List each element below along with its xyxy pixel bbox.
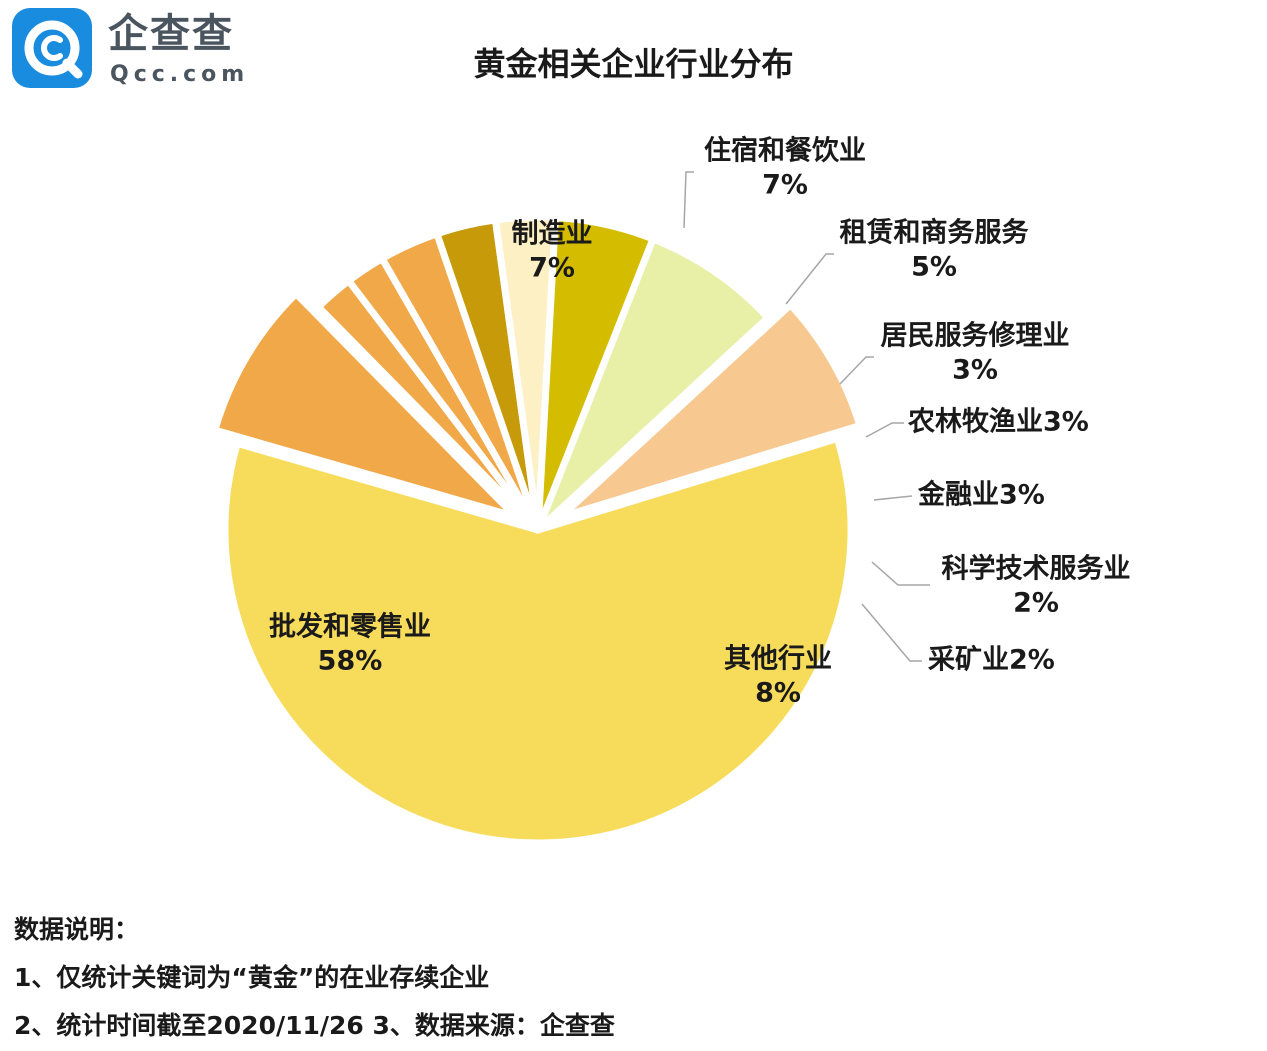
- leader-line-6: [865, 422, 904, 438]
- slice-label-5: 金融业3%: [917, 479, 1045, 511]
- slice-label-6: 农林牧渔业3%: [907, 407, 1089, 438]
- notes-line-2: 2、统计时间截至2020/11/26 3、数据来源：企查查: [14, 1011, 615, 1040]
- slice-pct-label-2: 8%: [755, 678, 801, 709]
- pie-slice-1: [221, 434, 855, 847]
- data-notes: 数据说明： 1、仅统计关键词为“黄金”的在业存续企业 2、统计时间截至2020/…: [14, 906, 615, 1050]
- slice-pct-label-7: 3%: [952, 355, 998, 386]
- leader-line-3: [861, 603, 922, 662]
- slice-label-1: 批发和零售业: [269, 611, 431, 643]
- pie-slice-9: [534, 235, 772, 534]
- leader-line-4: [871, 561, 930, 586]
- slice-label-9: 住宿和餐饮业: [704, 135, 866, 167]
- slice-label-2: 其他行业: [724, 643, 832, 675]
- qcc-logo: 企查查 Qcc.com: [12, 8, 252, 92]
- logo-text-cn: 企查查: [108, 11, 234, 57]
- slice-pct-label-4: 2%: [1013, 588, 1059, 619]
- slice-label-10: 制造业: [512, 219, 593, 250]
- leader-line-9: [683, 171, 694, 229]
- slice-pct-label-8: 5%: [911, 252, 957, 283]
- pie-slice-10: [557, 301, 864, 521]
- leader-line-8: [785, 253, 834, 305]
- pie-slice-2: [211, 290, 520, 521]
- slice-label-4: 科学技术服务业: [942, 553, 1131, 585]
- leader-line-7: [839, 356, 874, 385]
- slice-label-7: 居民服务修理业: [881, 321, 1070, 352]
- slice-label-3: 采矿业2%: [928, 644, 1055, 676]
- slice-pct-label-9: 7%: [762, 170, 808, 201]
- notes-line-1: 1、仅统计关键词为“黄金”的在业存续企业: [14, 963, 490, 992]
- logo-text-en: Qcc.com: [110, 62, 250, 87]
- notes-heading: 数据说明：: [14, 915, 140, 944]
- slice-pct-label-10: 7%: [529, 253, 575, 284]
- slice-pct-label-1: 58%: [318, 646, 383, 677]
- chart-title: 黄金相关企业行业分布: [473, 45, 794, 83]
- qcc-logo-icon: [12, 8, 92, 88]
- slice-label-8: 租赁和商务服务: [840, 218, 1029, 249]
- leader-line-5: [873, 495, 913, 501]
